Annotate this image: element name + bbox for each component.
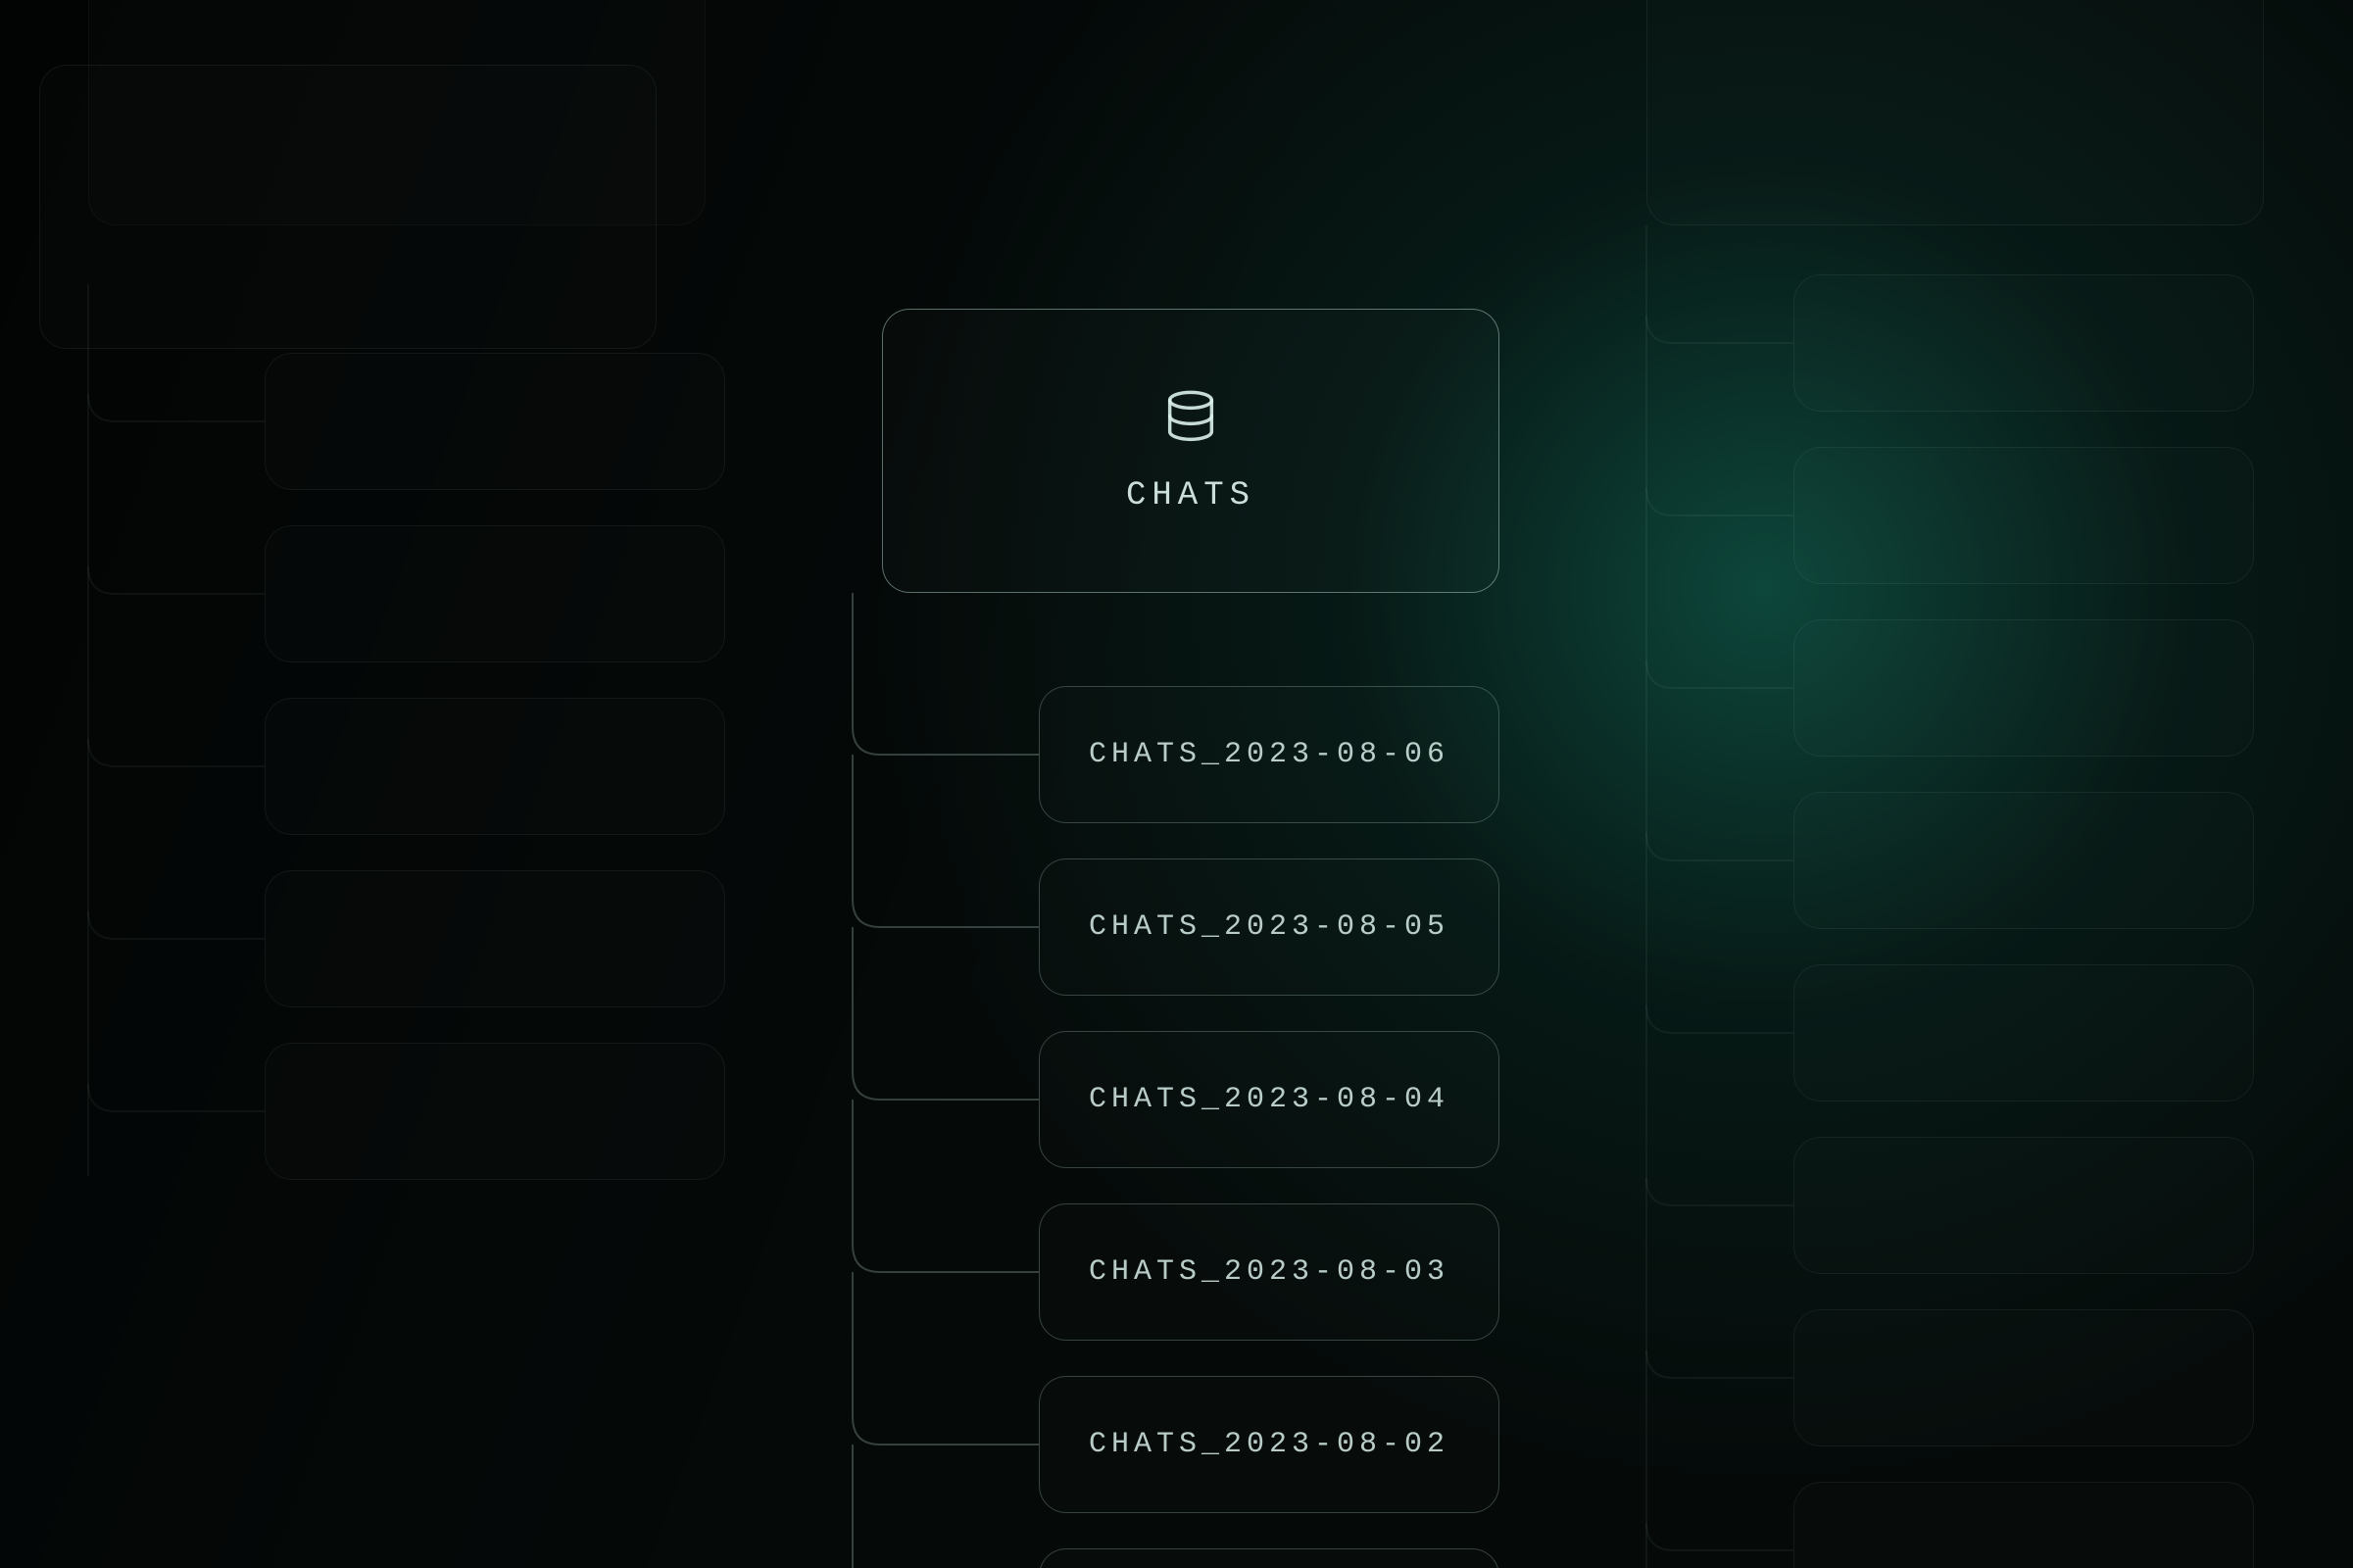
child-node-label: CHATS_2023-08-04 <box>1089 1083 1449 1116</box>
child-node: CHATS_2023-08-05 <box>1039 858 1499 996</box>
ghost-node <box>265 1043 725 1180</box>
ghost-node <box>1793 1482 2254 1568</box>
ghost-node <box>1793 792 2254 929</box>
child-node-label: CHATS_2023-08-05 <box>1089 910 1449 944</box>
ghost-node <box>1646 0 2264 225</box>
child-node: CHATS_2023-08-04 <box>1039 1031 1499 1168</box>
ghost-node <box>265 525 725 662</box>
ghost-node <box>1793 274 2254 412</box>
ghost-node <box>1793 447 2254 584</box>
parent-node-label: CHATS <box>1126 477 1255 514</box>
ghost-node <box>39 65 657 349</box>
child-node-label: CHATS_2023-08-03 <box>1089 1255 1449 1289</box>
ghost-node <box>1793 964 2254 1102</box>
ghost-node <box>265 698 725 835</box>
ghost-node <box>1793 1137 2254 1274</box>
child-node: CHATS_2023-08-02 <box>1039 1376 1499 1513</box>
child-node: CHATS_2023-08-03 <box>1039 1203 1499 1341</box>
diagram-stage: CHATS CHATS_2023-08-06 CHATS_2023-08-05 CH… <box>0 0 2353 1568</box>
parent-node-chats: CHATS <box>882 309 1499 593</box>
ghost-node <box>265 353 725 490</box>
child-node-label: CHATS_2023-08-02 <box>1089 1428 1449 1461</box>
child-node: CHATS_2023-08-06 <box>1039 686 1499 823</box>
database-icon <box>1159 387 1222 450</box>
child-node-label: CHATS_2023-08-06 <box>1089 738 1449 771</box>
ghost-node <box>1793 1309 2254 1446</box>
child-node <box>1039 1548 1499 1568</box>
ghost-node <box>1793 619 2254 757</box>
ghost-node <box>265 870 725 1007</box>
